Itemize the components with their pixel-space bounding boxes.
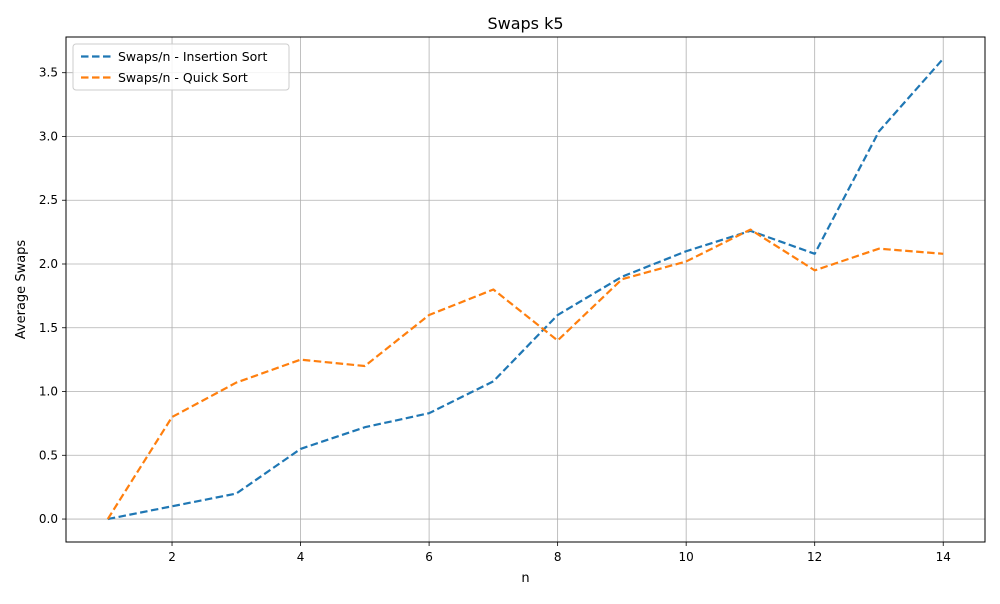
x-tick-label: 10 (679, 550, 694, 564)
legend-label: Swaps/n - Insertion Sort (118, 49, 267, 64)
y-tick-label: 1.5 (39, 321, 58, 335)
y-tick-label: 0.0 (39, 512, 58, 526)
legend-box (72, 43, 290, 91)
x-tick-label: 2 (168, 550, 176, 564)
y-tick-label: 2.5 (39, 193, 58, 207)
x-tick-label: 8 (554, 550, 562, 564)
x-tick-label: 12 (807, 550, 822, 564)
y-tick-label: 3.0 (39, 129, 58, 143)
legend: Swaps/n - Insertion Sort Swaps/n - Quick … (72, 43, 290, 91)
x-axis-label: n (521, 571, 529, 586)
series-line-quick-sort (106, 228, 944, 520)
series-line-insertion-sort (107, 57, 945, 521)
legend-label: Swaps/n - Quick Sort (118, 70, 248, 85)
y-tick-label: 3.5 (39, 66, 58, 80)
x-tick-label: 6 (425, 550, 433, 564)
chart-title: Swaps k5 (487, 14, 563, 33)
y-axis-label: Average Swaps (14, 240, 29, 340)
x-tick-label: 4 (297, 550, 305, 564)
series-lines (106, 57, 945, 521)
y-tick-label: 1.0 (39, 385, 58, 399)
y-tick-label: 0.5 (39, 448, 58, 462)
y-tick-label: 2.0 (39, 257, 58, 271)
axis-ticks: 2 4 6 8 10 12 14 0.0 0.5 1.0 1.5 2.0 2.5 3.0 3.5 (39, 66, 951, 564)
x-tick-label: 14 (936, 550, 951, 564)
plot-area-frame (65, 36, 986, 543)
grid-lines (66, 37, 985, 542)
